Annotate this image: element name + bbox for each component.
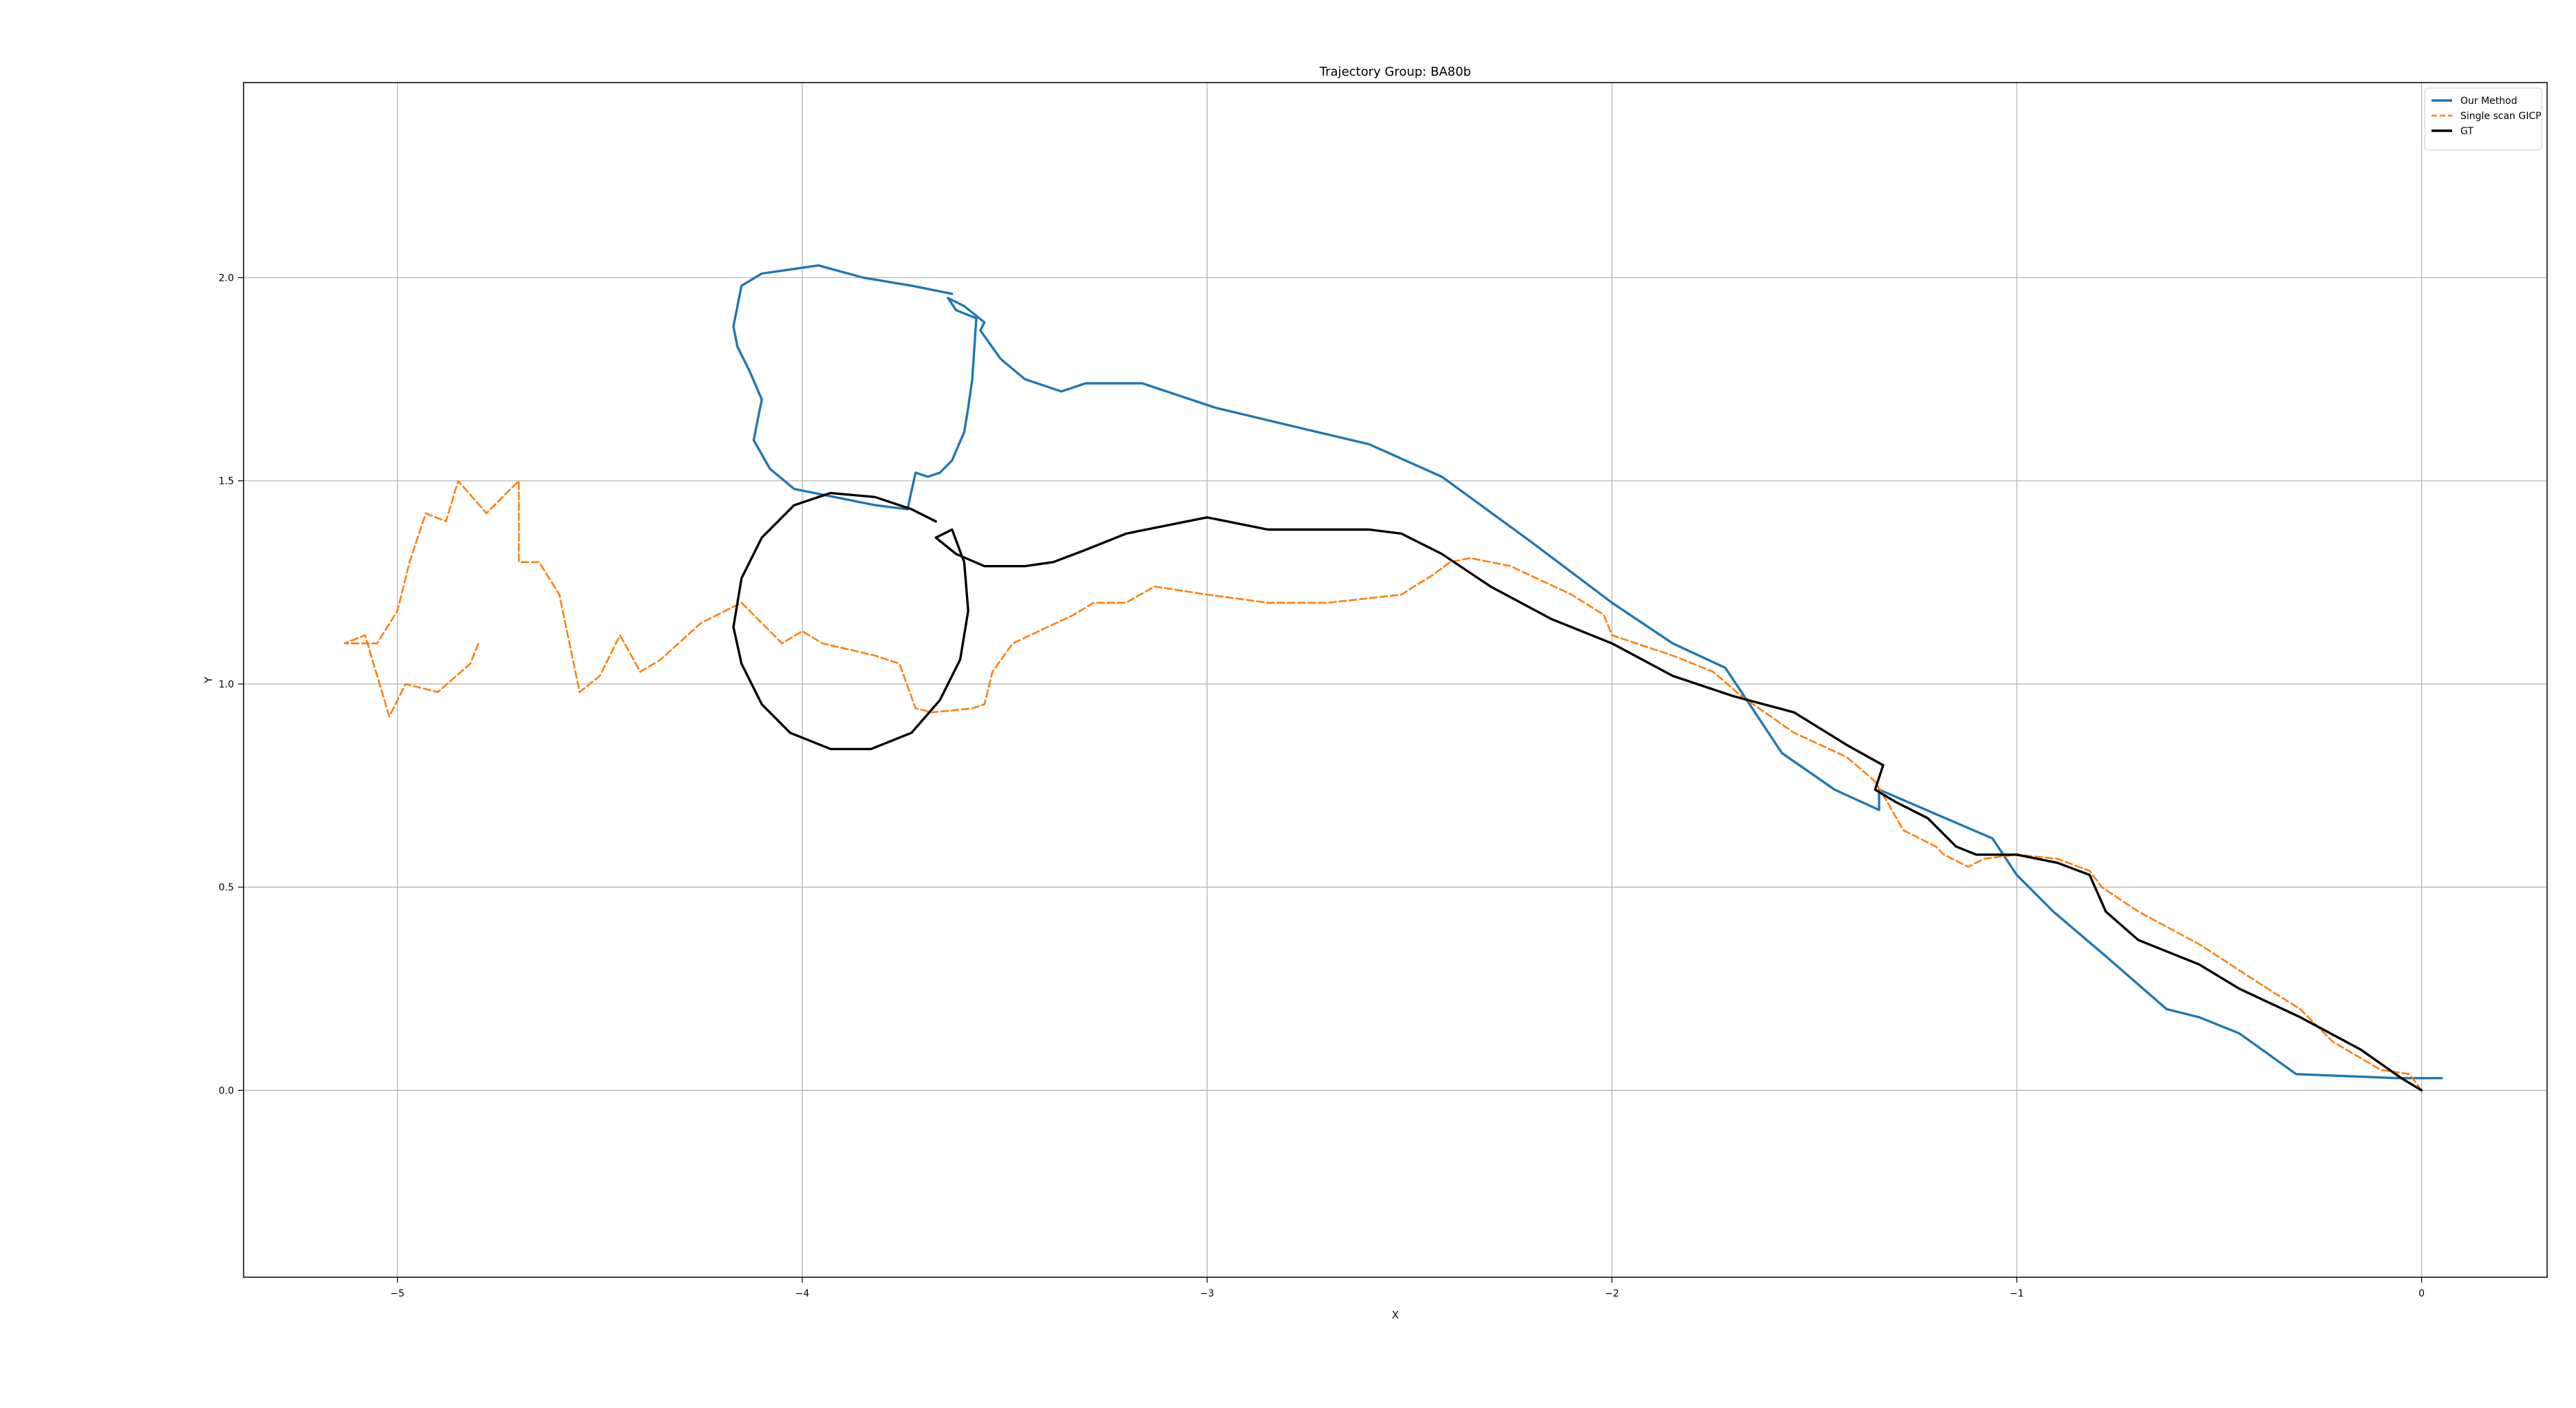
grid <box>244 83 2547 1277</box>
y-tick-label: 0.5 <box>219 882 234 893</box>
x-tick-label: 0 <box>2418 1288 2425 1299</box>
series-line-0 <box>732 264 2443 1080</box>
y-tick-label: 0.0 <box>219 1085 234 1096</box>
legend-label: Single scan GICP <box>2460 111 2542 122</box>
x-tick-label: −5 <box>390 1288 405 1299</box>
plot-lines <box>343 264 2443 1092</box>
plot-frame <box>243 82 2548 1278</box>
x-axis-label: X <box>1392 1309 1399 1321</box>
x-tick-label: −2 <box>1604 1288 1619 1299</box>
x-tick-label: −4 <box>795 1288 810 1299</box>
legend-label: GT <box>2460 126 2473 137</box>
chart-title: Trajectory Group: BA80b <box>1319 65 1471 79</box>
ticks: −5 −4 −3 −2 −1 0 0.0 0.5 1.0 1.5 2.0 <box>219 273 2425 1299</box>
legend-box <box>2424 87 2542 151</box>
series-line-1 <box>343 480 2423 1091</box>
y-tick-label: 1.0 <box>219 679 234 690</box>
series-line-2 <box>732 491 2423 1092</box>
y-tick-label: 1.5 <box>219 476 234 487</box>
legend-label: Our Method <box>2460 96 2518 107</box>
legend: Our Method Single scan GICP GT <box>2424 87 2542 151</box>
x-tick-label: −1 <box>2010 1288 2024 1299</box>
x-tick-label: −3 <box>1200 1288 1214 1299</box>
y-axis-label: Y <box>202 676 215 684</box>
y-tick-label: 2.0 <box>219 273 234 284</box>
